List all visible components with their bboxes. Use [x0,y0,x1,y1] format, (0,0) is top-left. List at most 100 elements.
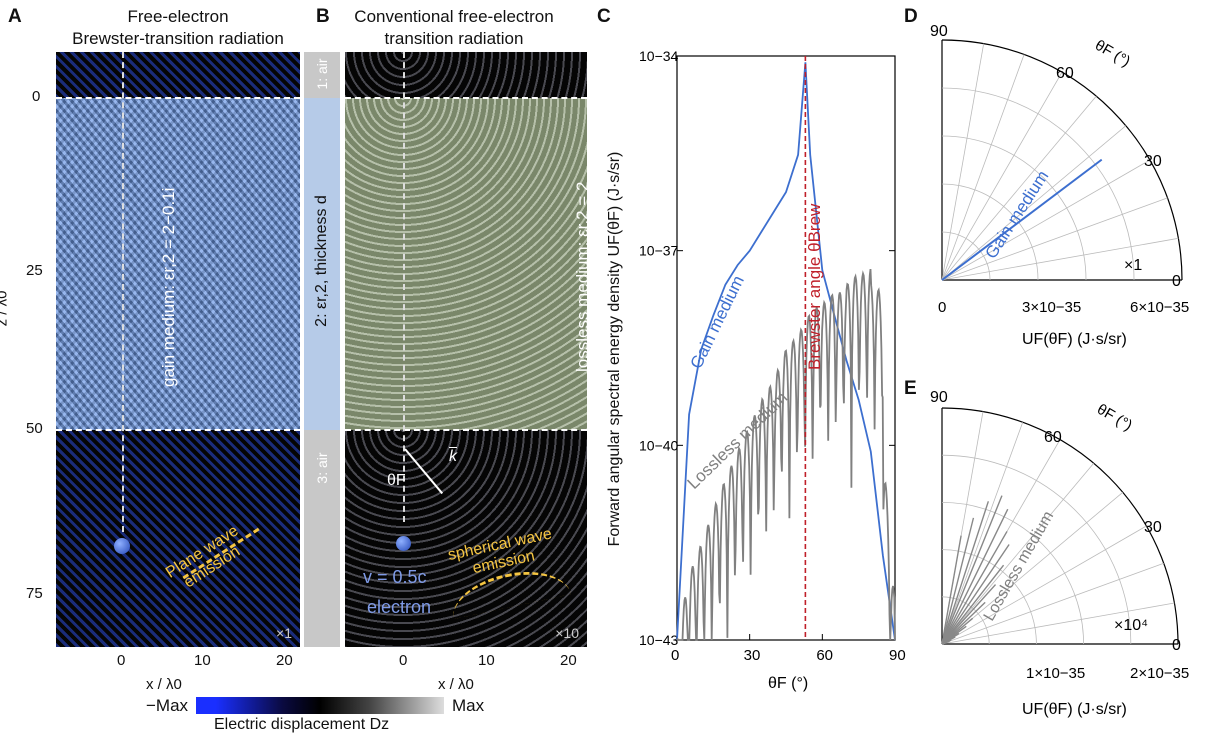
panel-a-ytick-0: 0 [32,88,41,105]
series-lossless-medium-line [676,268,896,641]
panel-a-xtick-20: 20 [276,652,293,669]
panel-a-title: Free-electron Brewster-transition radiat… [48,6,308,50]
panel-c-xticks: 0 30 60 90 [671,634,906,664]
panel-e-polar: 90 60 30 0 θF (°) Lossless medium ×10⁴ 1… [930,389,1189,718]
polar-grid-arc [941,454,1132,645]
panel-a-title-line1: Free-electron [127,7,229,26]
panel-e-tick-60: 60 [1044,429,1062,446]
panel-d-scale: ×1 [1124,257,1142,274]
panel-e-lobe [941,508,1009,645]
panel-b-xtick-0: 0 [399,652,408,669]
panel-e-series-label: Lossless medium [981,508,1058,624]
panel-d-tick-60: 60 [1056,65,1074,82]
layer-air3 [304,430,340,647]
panel-a-interface-bottom [56,429,300,431]
layer-air1-label: 1: air [314,58,330,90]
panel-d-xlabel: UF(θF) (J·s/sr) [1022,331,1127,348]
polar-grid-ray [941,525,1147,645]
panel-b-medium [345,98,587,430]
panel-c-xtick-label: 90 [889,647,906,664]
panel-c-series-gain-label: Gain medium [687,273,748,372]
polar-grid-ray [941,95,1097,281]
panel-b-field: k θF lossless medium: εr,2 = 2 spherical… [345,52,587,647]
polar-grid-ray [941,422,1024,645]
panel-b-theta-label: θF [387,472,406,489]
panel-e-tick-30: 30 [1144,519,1162,536]
panel-c-yticks: 10−34 10−37 10−40 10−43 [640,48,895,648]
layer-strip: 1: air 2: εr,2, thickness d 3: air [304,52,340,647]
layer-air3-label: 3: air [314,452,330,484]
panel-e-tick-0: 0 [1172,637,1181,654]
panel-b-letter: B [316,6,330,27]
panel-d-letter: D [904,6,918,27]
layer-air1 [304,52,340,98]
panel-c-ytick-label: 10−43 [640,632,679,648]
polar-grid-ray [941,125,1127,281]
panel-c-ylabel: Forward angular spectral energy density … [606,151,623,547]
panel-b-title-line2: transition radiation [384,29,524,48]
panel-b-xtick-20: 20 [560,652,577,669]
panel-a-xtick-0: 0 [117,652,126,669]
panel-e-lobe [941,640,950,645]
panel-a-field: gain medium: εr,2 = 2−0.1i Plane wave em… [56,52,300,647]
polar-grid-ray [941,562,1164,645]
panel-b-scale: ×10 [555,625,579,641]
panel-d-tick-0: 0 [1172,273,1181,290]
polar-grid-ray [941,43,985,281]
polar-grid-ray [941,197,1168,281]
panel-a-ytick-25: 25 [26,262,43,279]
panel-a-top-air [56,52,300,98]
panel-a-ytick-50: 50 [26,420,43,437]
colorbar-max: Max [452,696,485,715]
polar-grid-ray [941,462,1095,645]
panel-d-rtick-2: 6×10−35 [1130,299,1189,316]
panel-c-ytick-label: 10−37 [640,243,679,259]
polar-grid-arc [941,231,991,281]
polar-grid-ray [941,237,1179,281]
panel-a-medium-label: gain medium: εr,2 = 2−0.1i [159,187,178,387]
panel-d-angle-label: θF (°) [1092,37,1133,71]
polar-grid-ray [941,159,1151,281]
panel-a-ytick-75: 75 [26,585,43,602]
panel-e-lobe [941,495,1003,645]
panel-d-series-label: Gain medium [981,167,1052,262]
colorbar-label: Electric displacement Dz [214,716,390,733]
polar-grid-arc [941,87,1135,281]
panel-d-polar: 90 60 30 0 θF (°) Gain medium ×1 0 3×10−… [930,23,1189,348]
panel-b-xtick-10: 10 [478,652,495,669]
polar-grid-arc [941,183,1039,281]
panel-a-ylabel: z / λ0 [0,290,11,327]
polar-outer-arc [941,39,1183,281]
panel-a-title-line2: Brewster-transition radiation [72,29,284,48]
panel-a-electron [114,538,130,554]
series-gain-medium-line [676,62,896,641]
panel-e-angle-label: θF (°) [1094,401,1135,435]
panel-a-trajectory [122,52,124,532]
panel-e-xlabel: UF(θF) (J·s/sr) [1022,701,1127,718]
colorbar [196,697,444,714]
polar-outer-arc [941,407,1179,645]
panel-c-xtick-label: 30 [744,647,761,664]
panel-b-electron [396,536,411,551]
panel-b-xlabel: x / λ0 [438,676,474,693]
colorbar-min: −Max [146,696,189,715]
panel-c-brewster-label: Brewster angle θBrew [805,203,824,370]
panel-e-rtick-1: 1×10−35 [1026,665,1085,682]
panel-d-series-gain-line [941,158,1103,281]
polar-grid-arc [941,502,1084,645]
panel-d-rtick-0: 0 [938,299,946,316]
polar-grid-arc [941,549,1037,645]
panel-e-lobe [941,544,1010,645]
panel-a-letter: A [8,6,22,27]
panel-c-xlabel: θF (°) [768,675,808,692]
panel-c-plot-frame [676,55,896,641]
panel-e-lobe [941,501,990,645]
panel-a-medium [56,98,300,430]
panel-a-scale: ×1 [276,625,292,641]
panel-e-letter: E [904,378,917,399]
polar-grid-ray [941,602,1175,645]
panel-c-xtick-label: 60 [816,647,833,664]
panel-c-chart: 0 30 60 90 10−34 10−37 10−40 10−43 Gain medium… [640,48,906,692]
panel-e-scale: ×10⁴ [1114,617,1148,634]
panel-e-lobe [941,535,962,645]
